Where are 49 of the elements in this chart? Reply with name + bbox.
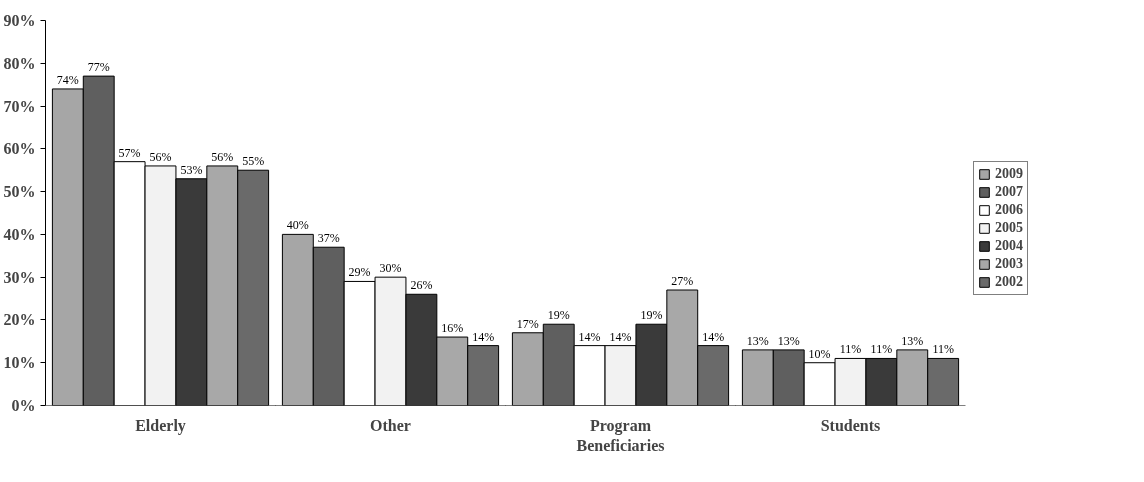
data-label: 19% bbox=[547, 308, 570, 323]
data-label: 14% bbox=[578, 329, 601, 344]
x-tick-label: Other bbox=[370, 416, 411, 434]
data-label: 13% bbox=[746, 333, 769, 348]
legend-label: 2007 bbox=[995, 184, 1023, 200]
data-label: 74% bbox=[56, 72, 79, 87]
data-label: 10% bbox=[808, 346, 831, 361]
data-label: 11% bbox=[839, 342, 862, 357]
legend-label: 2005 bbox=[995, 220, 1023, 236]
data-label: 29% bbox=[348, 265, 371, 280]
data-label: 16% bbox=[441, 321, 464, 336]
x-tick-label: Students bbox=[820, 416, 881, 434]
x-tick-label: Program Beneficiaries bbox=[576, 416, 665, 454]
data-label: 19% bbox=[640, 308, 663, 323]
legend-label: 2006 bbox=[995, 202, 1023, 218]
data-label: 57% bbox=[118, 145, 141, 160]
data-label: 11% bbox=[870, 342, 893, 357]
data-label: 11% bbox=[932, 342, 954, 357]
legend-label: 2004 bbox=[995, 238, 1023, 254]
data-label: 53% bbox=[180, 162, 203, 177]
data-label: 56% bbox=[211, 149, 234, 164]
data-label: 77% bbox=[87, 60, 110, 75]
data-label: 26% bbox=[410, 278, 433, 293]
data-label: 55% bbox=[242, 154, 265, 169]
y-tick-label: 10% bbox=[3, 354, 36, 372]
y-tick-label: 70% bbox=[3, 97, 36, 115]
y-tick-label: 30% bbox=[3, 268, 36, 286]
data-label: 14% bbox=[702, 329, 725, 344]
data-label: 27% bbox=[671, 274, 694, 288]
data-label: 13% bbox=[777, 333, 800, 348]
data-label: 14% bbox=[472, 329, 495, 344]
data-label: 13% bbox=[901, 333, 924, 348]
y-tick-label: 60% bbox=[3, 140, 36, 158]
y-tick-label: 20% bbox=[3, 311, 36, 329]
data-label: 56% bbox=[149, 149, 172, 164]
data-label: 37% bbox=[317, 231, 340, 246]
legend-label: 2009 bbox=[995, 166, 1023, 182]
data-label: 14% bbox=[609, 329, 632, 344]
data-label: 30% bbox=[379, 261, 402, 276]
data-label: 40% bbox=[286, 218, 309, 233]
data-label: 17% bbox=[516, 316, 539, 331]
y-tick-label: 50% bbox=[3, 183, 36, 201]
y-tick-label: 0% bbox=[11, 397, 36, 414]
legend-label: 2002 bbox=[995, 274, 1023, 290]
y-tick-label: 90% bbox=[3, 12, 36, 29]
y-tick-label: 80% bbox=[3, 54, 36, 72]
x-tick-label: Elderly bbox=[135, 416, 186, 435]
legend-label: 2003 bbox=[995, 256, 1023, 272]
y-tick-label: 40% bbox=[3, 225, 36, 243]
